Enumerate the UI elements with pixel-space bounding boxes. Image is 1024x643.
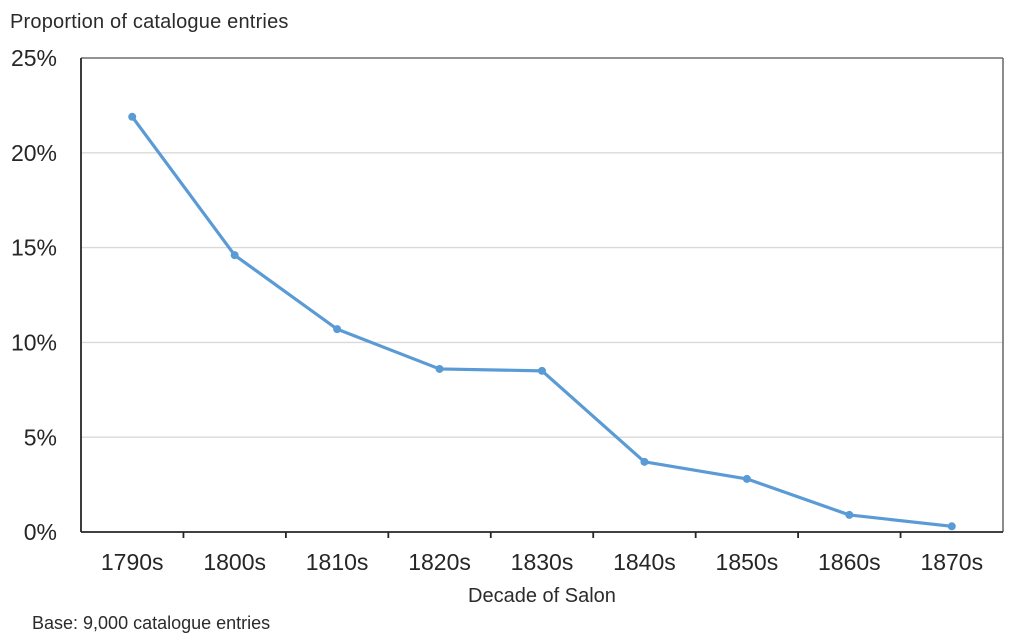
data-point-marker — [538, 366, 546, 375]
data-point-marker — [230, 251, 239, 260]
y-tick-label: 10% — [11, 329, 57, 355]
data-point-marker — [742, 474, 751, 483]
x-tick-label: 1820s — [408, 549, 471, 575]
data-point-marker — [128, 112, 137, 121]
x-tick-label: 1790s — [101, 549, 164, 575]
series-line — [130, 115, 954, 528]
x-tick-label: 1810s — [306, 549, 369, 575]
data-point-marker — [435, 364, 444, 373]
y-tick-label: 5% — [24, 424, 57, 450]
x-tick-label: 1870s — [920, 549, 983, 575]
y-tick-label: 0% — [24, 519, 57, 545]
x-tick-label: 1830s — [511, 549, 574, 575]
y-tick-label: 25% — [11, 45, 57, 71]
x-tick-label: 1850s — [716, 549, 779, 575]
y-tick-label: 15% — [11, 235, 57, 261]
x-tick-label: 1800s — [203, 549, 266, 575]
base-note: Base: 9,000 catalogue entries — [32, 613, 271, 633]
data-point-marker — [333, 325, 342, 334]
y-tick-label: 20% — [11, 140, 57, 166]
data-point-marker — [845, 510, 854, 519]
x-tick-label: 1860s — [818, 549, 881, 575]
x-tick-label: 1840s — [613, 549, 676, 575]
data-point-marker — [947, 522, 956, 531]
data-point-marker — [640, 457, 649, 466]
x-axis-title: Decade of Salon — [468, 585, 616, 607]
chart-title: Proportion of catalogue entries — [10, 11, 289, 33]
